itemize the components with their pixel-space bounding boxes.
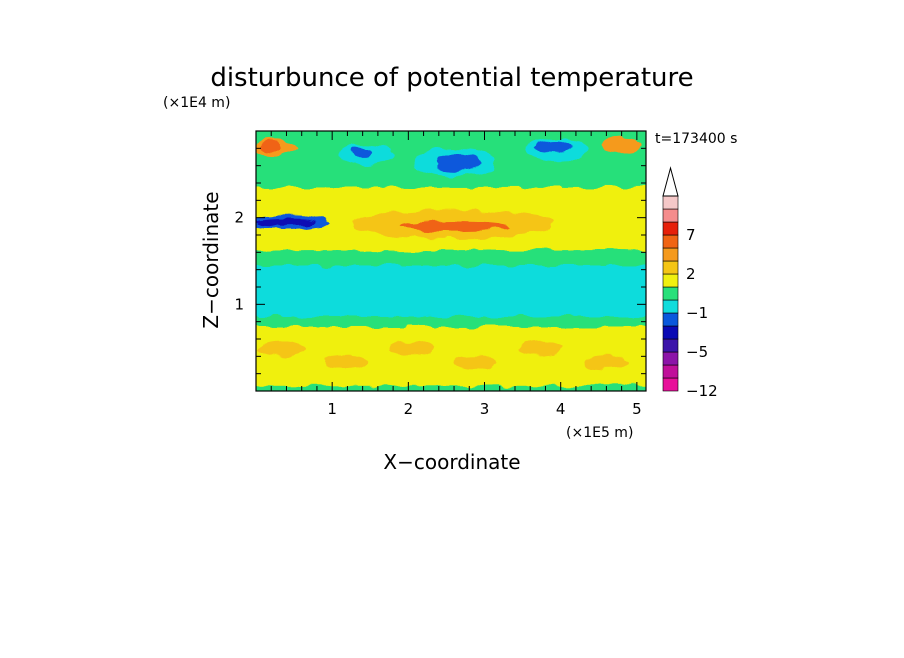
- field-band-4: [256, 250, 646, 266]
- colorbar-tick-label: 2: [686, 265, 696, 283]
- colorbar-swatch: [662, 208, 679, 223]
- colorbar-tick-label: −1: [686, 304, 708, 322]
- colorbar-swatch: [662, 312, 679, 327]
- x-tick-label: 5: [632, 400, 642, 418]
- field-patch: [519, 341, 563, 356]
- field-patch: [259, 341, 303, 356]
- y-tick-label: 1: [234, 295, 244, 313]
- x-axis-label: X−coordinate: [383, 450, 520, 474]
- colorbar-swatch: [662, 364, 679, 379]
- colorbar-swatch: [662, 351, 679, 366]
- colorbar-swatch: [662, 338, 679, 353]
- x-tick-label: 1: [327, 400, 337, 418]
- colorbar-extend-arrow: [662, 166, 679, 197]
- y-unit-label: (×1E4 m): [163, 95, 230, 111]
- x-unit-label: (×1E5 m): [566, 425, 633, 441]
- x-tick-label: 2: [404, 400, 414, 418]
- x-tick-label: 3: [480, 400, 490, 418]
- colorbar-swatch: [662, 273, 679, 288]
- field-band-1: [256, 326, 646, 386]
- field-patch: [454, 355, 498, 370]
- colorbar-swatch: [662, 234, 679, 249]
- field-band-0: [256, 385, 646, 391]
- field-cell-4: [433, 153, 482, 171]
- field-cell-8: [261, 141, 282, 152]
- y-axis-label: Z−coordinate: [199, 191, 223, 328]
- colorbar: 7 2 −1 −5 −12: [662, 166, 718, 400]
- plot-axes: 1 2 3 4 5 1 2: [234, 130, 647, 418]
- field-cell-5: [535, 140, 572, 154]
- field-band-2: [256, 316, 646, 327]
- field-patch: [389, 341, 433, 356]
- colorbar-swatch: [662, 377, 679, 392]
- colorbar-swatch: [662, 325, 679, 340]
- field-cell-7: [601, 138, 642, 153]
- colorbar-swatch: [662, 247, 679, 262]
- colorbar-swatch: [662, 299, 679, 314]
- time-label: t=173400 s: [655, 131, 737, 147]
- field-core: [399, 221, 510, 232]
- field-cell-3: [352, 147, 373, 158]
- colorbar-swatch: [662, 286, 679, 301]
- field-layer: [256, 131, 646, 391]
- field-patch: [584, 355, 628, 370]
- colorbar-swatch: [662, 260, 679, 275]
- colorbar-tick-label: −5: [686, 343, 708, 361]
- colorbar-swatch: [662, 195, 679, 210]
- colorbar-swatch: [662, 221, 679, 236]
- plot-frame: [255, 130, 647, 392]
- colorbar-tick-label: 7: [686, 226, 696, 244]
- y-tick-label: 2: [234, 209, 244, 227]
- field-cold-left-core: [256, 218, 317, 226]
- colorbar-tick-label: −12: [686, 382, 718, 400]
- x-tick-label: 4: [556, 400, 566, 418]
- chart-title: disturbunce of potential temperature: [210, 63, 693, 93]
- field-band-3: [256, 265, 646, 317]
- contour-field: [256, 131, 646, 391]
- field-patch: [324, 355, 368, 370]
